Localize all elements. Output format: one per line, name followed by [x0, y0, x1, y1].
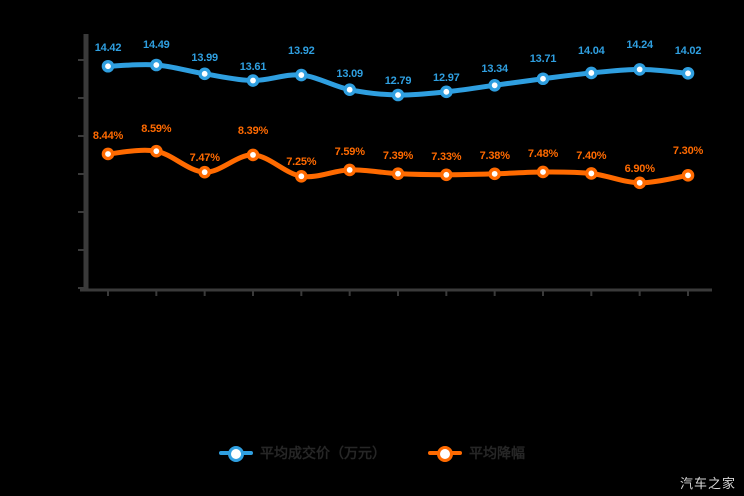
data-label-average-price: 13.92	[288, 45, 315, 58]
series-average-discount-marker[interactable]	[536, 165, 550, 179]
data-label-average-price: 13.34	[481, 63, 508, 76]
data-label-average-discount: 7.48%	[527, 148, 559, 160]
data-label-average-discount: 7.40%	[576, 149, 607, 162]
legend-item-average-discount[interactable]: 平均降幅	[428, 443, 525, 463]
series-average-discount-marker[interactable]	[391, 167, 405, 180]
data-label-average-discount: 6.90%	[624, 162, 655, 175]
series-average-price-marker[interactable]	[488, 78, 501, 92]
legend-marker-icon	[219, 445, 253, 462]
data-label-average-price: 13.09	[336, 67, 363, 80]
series-average-discount-marker[interactable]	[150, 144, 163, 158]
series-average-price	[101, 58, 695, 102]
data-label-average-discount: 7.39%	[382, 149, 414, 162]
data-label-average-discount: 7.33%	[431, 150, 462, 163]
series-average-price-marker[interactable]	[536, 72, 550, 86]
data-label-average-price: 14.24	[626, 39, 653, 52]
series-average-price-marker[interactable]	[391, 88, 405, 102]
data-label-average-discount: 8.39%	[237, 124, 269, 137]
data-label-average-price: 14.42	[94, 42, 122, 55]
data-label-average-price: 14.02	[674, 45, 702, 58]
data-label-average-discount: 7.38%	[479, 149, 510, 162]
legend-label: 平均降幅	[469, 445, 525, 461]
series-average-price-marker[interactable]	[440, 85, 453, 99]
series-average-discount-marker[interactable]	[198, 165, 211, 179]
data-label-average-discount: 7.30%	[672, 145, 704, 158]
chart-legend: 平均成交价（万元） 平均降幅	[0, 438, 744, 468]
data-label-average-price: 12.97	[433, 71, 460, 84]
data-label-average-price: 13.99	[191, 51, 218, 64]
series-average-price-marker[interactable]	[585, 66, 598, 80]
data-label-average-price: 14.04	[578, 44, 605, 57]
data-label-average-discount: 7.59%	[334, 145, 365, 158]
series-average-price-marker[interactable]	[101, 59, 115, 73]
data-label-average-discount: 7.25%	[286, 156, 317, 169]
series-average-price-marker[interactable]	[198, 67, 211, 81]
series-average-discount-marker[interactable]	[585, 167, 598, 180]
watermark: 汽车之家	[679, 476, 736, 491]
data-label-average-discount: 7.47%	[189, 152, 220, 165]
series-average-discount-marker[interactable]	[488, 167, 501, 181]
series-average-price-marker[interactable]	[633, 63, 646, 76]
series-average-price-marker[interactable]	[681, 66, 695, 80]
series-average-discount-marker[interactable]	[681, 169, 695, 182]
data-label-average-price: 13.71	[529, 52, 557, 65]
series-average-price-marker[interactable]	[343, 83, 356, 97]
series-average-discount-marker[interactable]	[343, 163, 356, 177]
data-label-average-price: 14.49	[143, 39, 170, 51]
data-label-average-discount: 8.59%	[141, 123, 172, 136]
series-average-price-marker[interactable]	[150, 58, 163, 72]
series-average-price-marker[interactable]	[246, 74, 260, 87]
series-average-discount-marker[interactable]	[246, 148, 260, 162]
data-label-average-price: 12.79	[384, 75, 412, 87]
legend-marker-icon	[428, 445, 462, 462]
series-average-discount-marker[interactable]	[633, 176, 646, 190]
data-label-average-discount: 8.44%	[92, 130, 124, 142]
legend-label: 平均成交价（万元）	[260, 445, 386, 461]
series-average-price-marker[interactable]	[295, 68, 308, 82]
legend-item-average-price[interactable]: 平均成交价（万元）	[219, 443, 386, 463]
series-average-discount-marker[interactable]	[295, 169, 308, 183]
series-average-discount-marker[interactable]	[101, 147, 115, 161]
chart-axes	[78, 34, 712, 296]
series-average-discount-marker[interactable]	[440, 168, 453, 182]
data-label-average-price: 13.61	[239, 60, 267, 73]
series-average-discount	[101, 144, 695, 190]
